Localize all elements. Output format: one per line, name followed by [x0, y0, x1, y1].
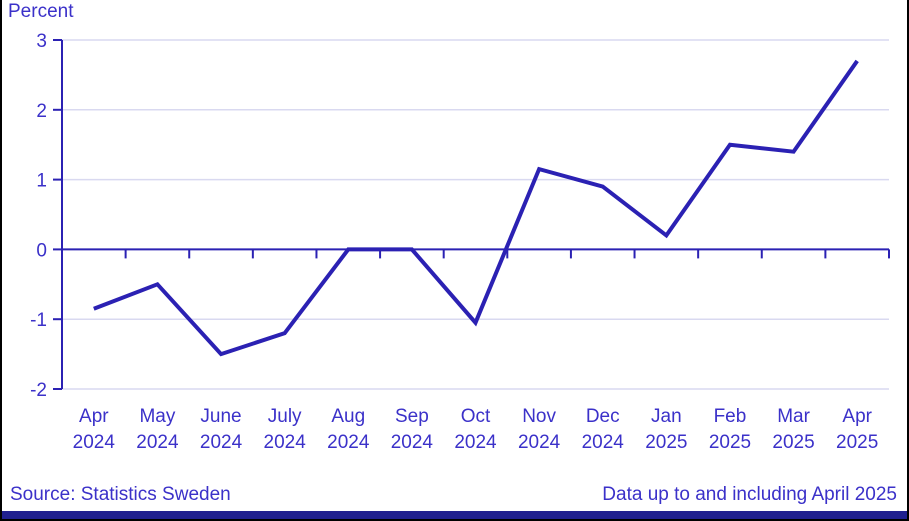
x-axis-label-month: Apr: [79, 406, 109, 427]
x-axis-label-month: June: [200, 406, 241, 427]
x-axis-label-month: Mar: [777, 406, 810, 427]
x-axis-label-year: 2025: [836, 432, 878, 453]
x-axis-label-year: 2024: [73, 432, 116, 453]
x-axis-label-year: 2025: [709, 432, 751, 453]
x-axis-label-month: Dec: [586, 406, 620, 427]
x-axis-label-year: 2024: [200, 432, 243, 453]
x-axis-label-year: 2025: [772, 432, 814, 453]
y-axis-label: 3: [36, 31, 47, 52]
x-axis-label-year: 2024: [391, 432, 434, 453]
x-axis-label-month: Oct: [461, 406, 491, 427]
x-axis-label-month: Jan: [651, 406, 682, 427]
x-axis-label-year: 2024: [582, 432, 625, 453]
x-axis-label-month: Sep: [395, 406, 429, 427]
x-axis-label-month: Nov: [522, 406, 556, 427]
y-axis-label: 0: [36, 240, 47, 261]
x-axis-label-year: 2024: [518, 432, 561, 453]
y-axis-label: 1: [36, 171, 47, 192]
x-axis-label-month: Aug: [331, 406, 365, 427]
y-axis-label: 2: [36, 101, 47, 122]
source-note: Source: Statistics Sweden: [10, 484, 231, 505]
y-axis-unit-label: Percent: [8, 1, 74, 22]
y-axis-label: -2: [30, 380, 47, 401]
x-axis-label-month: Feb: [714, 406, 747, 427]
chart-svg: 3 2 1 0 -1 -2 Apr 2024 May 2024 June 2024 July 2024 Au…: [30, 31, 890, 453]
chart-footer: Source: Statistics Sweden Data up to and…: [10, 484, 897, 506]
x-axis-label-month: May: [139, 406, 175, 427]
x-axis-label-year: 2025: [645, 432, 687, 453]
footer-accent-bar: [2, 511, 907, 519]
x-axis-label-year: 2024: [454, 432, 497, 453]
x-axis-label-month: July: [268, 406, 302, 427]
x-axis-label-year: 2024: [136, 432, 179, 453]
x-axis-label-year: 2024: [327, 432, 370, 453]
coverage-note: Data up to and including April 2025: [602, 484, 897, 505]
data-line-series: [93, 59, 859, 357]
x-axis-label-year: 2024: [264, 432, 307, 453]
y-axis-label: -1: [30, 310, 47, 331]
x-axis-label-month: Apr: [842, 406, 872, 427]
